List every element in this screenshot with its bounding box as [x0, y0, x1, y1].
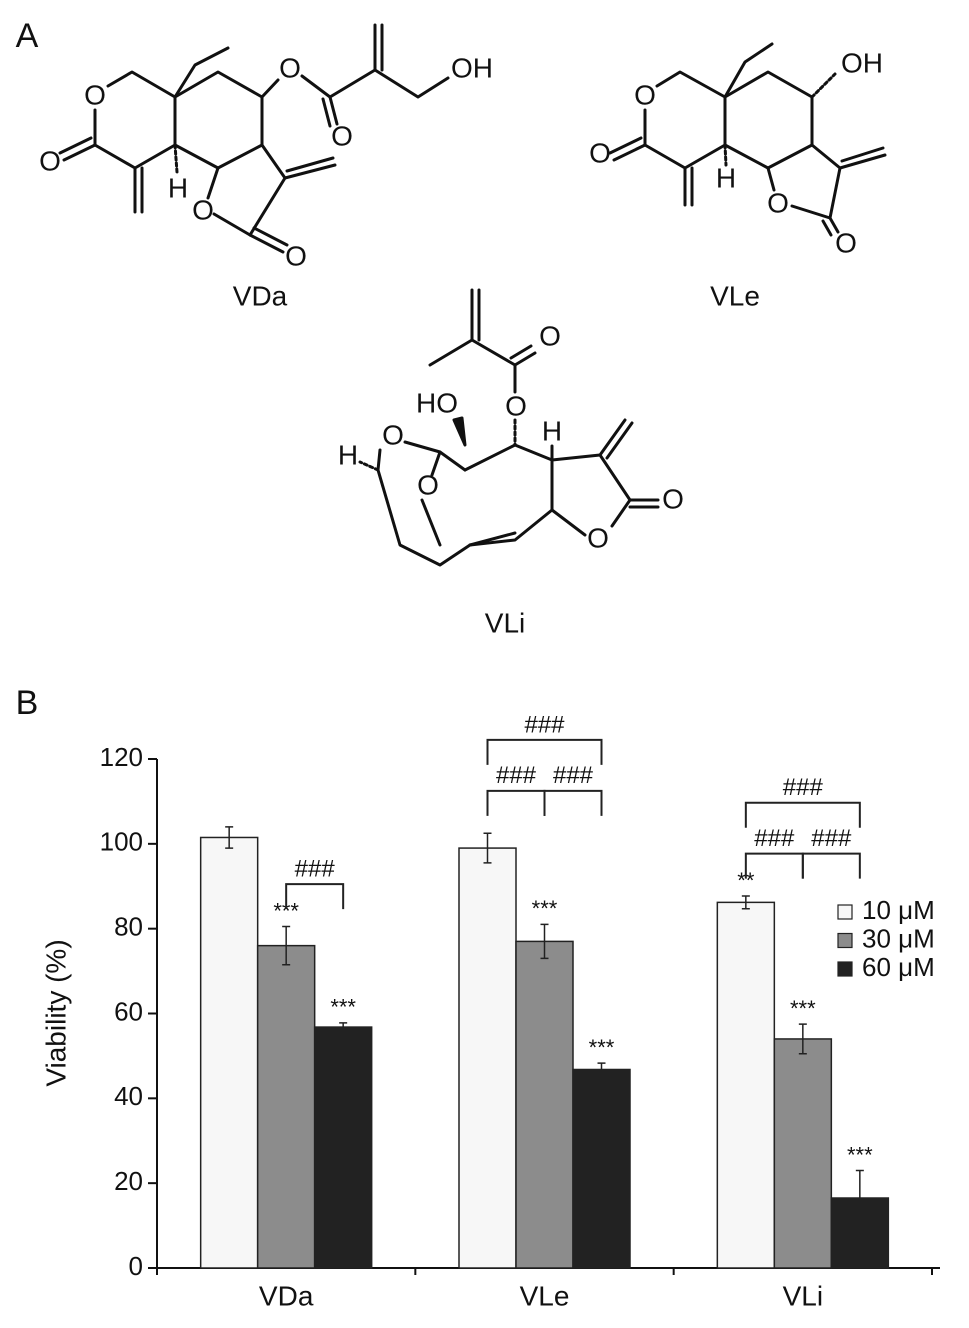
significance-bracket [486, 738, 603, 765]
atom-label: OH [451, 52, 493, 83]
error-bar [282, 925, 291, 966]
error-bar [798, 1023, 807, 1055]
structure-vle [608, 42, 887, 237]
y-tick-label: 0 [129, 1251, 143, 1281]
structure-vli [358, 288, 660, 567]
significance-bracket [744, 801, 861, 828]
atom-label: O [285, 240, 307, 271]
y-tick-label: 100 [100, 827, 143, 857]
atom-label: O [835, 227, 857, 258]
significance-label: *** [589, 1035, 615, 1060]
significance-bracket [285, 883, 345, 910]
comparison-label: ### [811, 825, 852, 852]
error-bar [855, 1169, 864, 1227]
atom-label: O [767, 187, 789, 218]
y-tick-label: 60 [114, 996, 143, 1026]
significance-bracket [486, 789, 546, 816]
atom-label: H [716, 162, 736, 193]
compound-name: VLi [485, 607, 525, 638]
error-bar [225, 826, 234, 849]
y-tick-label: 20 [114, 1166, 143, 1196]
y-axis-label: Viability (%) [40, 939, 71, 1086]
comparison-label: ### [754, 825, 795, 852]
atom-label: O [539, 320, 561, 351]
bar [256, 944, 316, 1269]
bar [313, 1026, 373, 1269]
significance-label: *** [532, 896, 558, 921]
compound-name: VDa [233, 280, 288, 311]
atom-label: H [542, 415, 562, 446]
atom-label: O [589, 137, 611, 168]
atom-label: O [279, 52, 301, 83]
error-bar [540, 923, 549, 960]
legend-label: 60 μM [862, 952, 935, 982]
bar [716, 901, 776, 1269]
compound-name: VLe [710, 280, 760, 311]
bar [515, 940, 574, 1269]
significance-label: ** [737, 868, 755, 893]
panel-label: A [16, 17, 39, 55]
comparison-label: ### [524, 711, 565, 738]
bar [199, 836, 259, 1269]
atom-label: H [338, 439, 358, 470]
atom-label: OH [841, 47, 883, 78]
x-tick-label: VDa [259, 1280, 314, 1311]
y-tick-label: 80 [114, 912, 143, 942]
atom-label: O [382, 419, 404, 450]
significance-label: *** [847, 1142, 873, 1167]
atom-label: O [331, 120, 353, 151]
legend-swatch [837, 904, 853, 920]
bar [458, 847, 517, 1269]
atom-label: O [39, 145, 61, 176]
error-bar [741, 895, 750, 910]
y-tick-label: 120 [100, 742, 143, 772]
atom-label: HO [416, 387, 458, 418]
error-bar [339, 1022, 348, 1033]
atom-label: O [662, 483, 684, 514]
legend-swatch [837, 961, 853, 977]
atom-label: O [505, 390, 527, 421]
comparison-label: ### [295, 855, 336, 882]
structure-vda [58, 23, 450, 254]
bar [773, 1038, 833, 1269]
atom-label: O [587, 522, 609, 553]
atom-label: O [417, 469, 439, 500]
legend-swatch [837, 932, 853, 949]
atom-label: H [168, 172, 188, 203]
error-bar [597, 1062, 606, 1077]
comparison-label: ### [553, 762, 594, 789]
bar [572, 1068, 631, 1269]
x-tick-label: VLe [520, 1280, 570, 1311]
significance-label: *** [790, 996, 816, 1021]
significance-bracket [801, 852, 861, 879]
atom-label: O [634, 79, 656, 110]
legend-label: 10 μM [862, 895, 935, 925]
significance-label: *** [330, 995, 356, 1020]
comparison-label: ### [783, 774, 824, 801]
atom-label: O [192, 194, 214, 225]
comparison-label: ### [496, 762, 537, 789]
x-tick-label: VLi [783, 1280, 823, 1311]
y-tick-label: 40 [114, 1081, 143, 1111]
significance-bracket [543, 789, 603, 816]
error-bar [483, 832, 492, 864]
legend-label: 30 μM [862, 923, 935, 953]
atom-label: O [84, 79, 106, 110]
panel-label: B [16, 684, 39, 722]
